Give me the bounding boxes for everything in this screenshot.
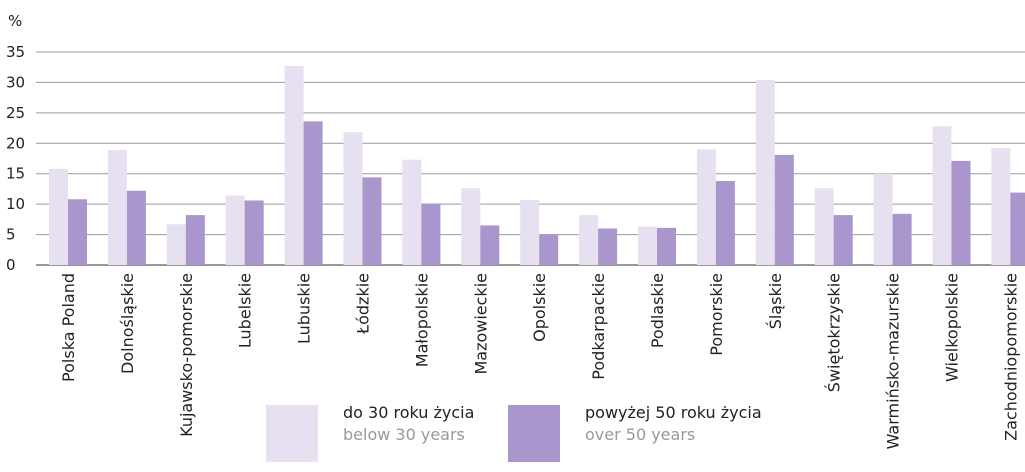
- bar: [68, 199, 87, 265]
- y-tick-label: 30: [6, 73, 25, 91]
- bar: [284, 65, 304, 265]
- bar: [461, 188, 481, 265]
- y-tick-label: 35: [6, 43, 25, 61]
- bar: [49, 168, 68, 265]
- legend-label: powyżej 50 roku życia: [585, 403, 762, 422]
- y-tick-label: 25: [6, 104, 25, 122]
- bar: [579, 215, 599, 265]
- bar: [873, 173, 893, 265]
- bar: [402, 159, 422, 265]
- x-tick-label: Pomorskie: [707, 273, 726, 356]
- bar: [932, 126, 952, 265]
- x-tick-label: Łódzkie: [354, 273, 373, 335]
- x-tick-label: Opolskie: [530, 273, 549, 342]
- bar: [638, 226, 657, 265]
- x-tick-label: Podkarpackie: [589, 273, 608, 380]
- bar: [225, 195, 245, 265]
- x-tick-label: Świętokrzyskie: [825, 273, 844, 392]
- bar: [480, 225, 500, 265]
- x-tick-label: Dolnośląskie: [118, 273, 137, 374]
- bar: [362, 177, 382, 265]
- bar: [166, 224, 186, 265]
- x-tick-label: Warmińsko-mazurskie: [884, 273, 903, 449]
- bar: [991, 148, 1011, 265]
- x-tick-label: Zachodniopomorskie: [1001, 273, 1020, 441]
- bar: [814, 188, 834, 265]
- bar: [892, 213, 912, 265]
- bar: [657, 227, 676, 265]
- legend-swatch: [508, 405, 560, 462]
- legend-label-en: below 30 years: [343, 425, 465, 444]
- x-tick-label: Lubelskie: [236, 273, 255, 348]
- y-tick-label: 5: [6, 226, 16, 244]
- bar: [774, 154, 794, 265]
- x-tick-label: Małopolskie: [412, 273, 431, 367]
- bar: [598, 228, 618, 265]
- y-tick-label: 10: [6, 195, 25, 213]
- x-tick-label: Śląskie: [766, 273, 785, 329]
- x-tick-label: Lubuskie: [295, 273, 314, 344]
- bar: [126, 190, 146, 265]
- bar: [539, 234, 559, 265]
- x-tick-label: Wielkopolskie: [943, 273, 962, 382]
- x-tick-label: Podlaskie: [648, 273, 667, 348]
- x-tick-label: Mazowieckie: [471, 273, 490, 375]
- bar: [244, 200, 264, 265]
- y-tick-label: 20: [6, 134, 25, 152]
- y-tick-label: 15: [6, 165, 25, 183]
- bar: [185, 215, 205, 265]
- x-tick-label: Polska Poland: [59, 273, 78, 382]
- bar: [520, 199, 540, 265]
- y-tick-label: 0: [6, 256, 16, 274]
- bar: [343, 132, 363, 265]
- bar: [715, 181, 735, 265]
- bar: [755, 79, 775, 265]
- bar: [1010, 192, 1025, 265]
- legend-label-en: over 50 years: [585, 425, 695, 444]
- bar: [303, 121, 323, 266]
- legend-swatch: [266, 405, 318, 462]
- y-unit: %: [8, 12, 22, 30]
- bar: [696, 149, 716, 265]
- bar: [421, 203, 441, 265]
- legend-label: do 30 roku życia: [343, 403, 474, 422]
- bar: [833, 215, 853, 265]
- bar: [107, 149, 127, 265]
- bar: [951, 160, 971, 265]
- x-tick-label: Kujawsko-pomorskie: [177, 273, 196, 437]
